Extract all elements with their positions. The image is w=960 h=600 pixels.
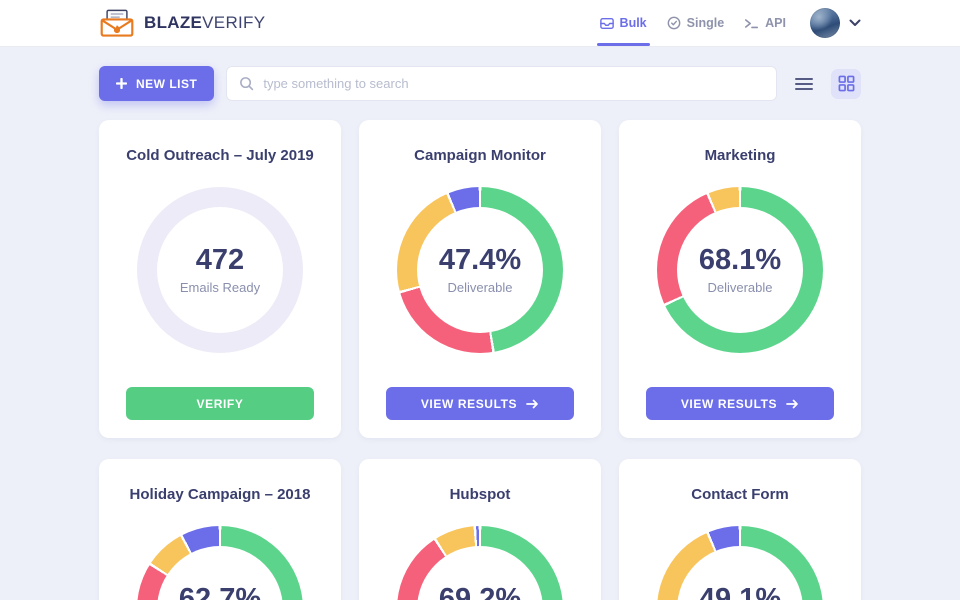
- donut-hole: [677, 207, 803, 333]
- app-header: BLAZEVERIFY Bulk Single API: [0, 0, 960, 47]
- nav-item-bulk[interactable]: Bulk: [596, 0, 650, 46]
- donut-chart: 47.4% Deliverable: [397, 187, 563, 353]
- card-title: Contact Form: [691, 486, 789, 503]
- arrow-right-icon: [786, 399, 799, 408]
- plus-icon: [116, 78, 127, 89]
- card-grid: Cold Outreach – July 2019 472 Emails Ready…: [99, 120, 861, 600]
- donut-center-value: 62.7%: [178, 582, 262, 600]
- blazeverify-logo-icon: [100, 9, 134, 37]
- donut-center-value: 47.4%: [438, 243, 522, 276]
- view-results-button[interactable]: VIEW RESULTS: [646, 387, 834, 420]
- card-button-label: VIEW RESULTS: [420, 396, 518, 411]
- donut-chart: 472 Emails Ready: [137, 187, 303, 353]
- list-card: Contact Form 49.1%Deliverable: [619, 459, 861, 600]
- user-avatar[interactable]: [810, 8, 840, 38]
- card-title: Hubspot: [449, 486, 511, 503]
- check-circle-icon: [667, 16, 681, 30]
- mail-icon: [599, 17, 614, 29]
- donut-center-value: 68.1%: [698, 243, 782, 276]
- primary-nav: Bulk Single API: [596, 0, 861, 46]
- chevron-down-icon[interactable]: [849, 19, 861, 27]
- card-button-label: VIEW RESULTS: [680, 396, 778, 411]
- main-content: NEW LIST Cold Outreach – July 2019 472 Ema…: [99, 66, 861, 600]
- donut-hole: [417, 207, 543, 333]
- donut-center-value: 49.1%: [698, 582, 782, 600]
- search-icon: [240, 77, 254, 91]
- nav-label: Single: [686, 16, 725, 30]
- list-view-icon: [795, 77, 813, 90]
- donut-center-label: Deliverable: [707, 280, 773, 296]
- donut-center: 47.4% Deliverable: [397, 187, 563, 353]
- list-card: Marketing 68.1% Deliverable VIEW RESULTS: [619, 120, 861, 438]
- new-list-button[interactable]: NEW LIST: [99, 66, 215, 101]
- card-title: Cold Outreach – July 2019: [126, 147, 314, 164]
- user-menu: [810, 8, 861, 38]
- donut-center: 62.7%Deliverable: [137, 526, 303, 600]
- nav-item-api[interactable]: API: [744, 0, 786, 46]
- list-view-button[interactable]: [789, 69, 819, 99]
- list-card: Hubspot 69.2%Deliverable: [359, 459, 601, 600]
- donut-center-label: Emails Ready: [179, 280, 261, 296]
- list-card: Holiday Campaign – 2018 62.7%Deliverable: [99, 459, 341, 600]
- list-card: Campaign Monitor 47.4% Deliverable VIEW RES…: [359, 120, 601, 438]
- card-title: Campaign Monitor: [414, 147, 546, 164]
- grid-view-button[interactable]: [831, 68, 861, 99]
- donut-chart: 49.1%Deliverable: [657, 526, 823, 600]
- brand-name: BLAZEVERIFY: [144, 13, 266, 32]
- toolbar: NEW LIST: [99, 66, 861, 101]
- donut-center-value: 472: [195, 243, 245, 276]
- donut-chart: 62.7%Deliverable: [137, 526, 303, 600]
- donut-hole: [157, 207, 283, 333]
- donut-center: 68.1% Deliverable: [657, 187, 823, 353]
- grid-view-icon: [838, 75, 854, 92]
- search-input[interactable]: [263, 76, 764, 91]
- donut-center-value: 69.2%: [438, 582, 522, 600]
- arrow-right-icon: [526, 399, 539, 408]
- card-title: Marketing: [704, 147, 776, 164]
- nav-item-single[interactable]: Single: [667, 0, 725, 46]
- view-results-button[interactable]: VIEW RESULTS: [386, 387, 574, 420]
- donut-chart: 68.1% Deliverable: [657, 187, 823, 353]
- nav-label: API: [765, 16, 786, 30]
- donut-center: 472 Emails Ready: [137, 187, 303, 353]
- verify-button[interactable]: VERIFY: [126, 387, 314, 420]
- card-title: Holiday Campaign – 2018: [129, 486, 311, 503]
- card-button-label: VERIFY: [196, 396, 244, 411]
- donut-center-label: Deliverable: [447, 280, 513, 296]
- nav-label: Bulk: [619, 16, 647, 30]
- donut-center: 69.2%Deliverable: [397, 526, 563, 600]
- list-card: Cold Outreach – July 2019 472 Emails Ready…: [99, 120, 341, 438]
- search-box: [226, 66, 777, 101]
- donut-center: 49.1%Deliverable: [657, 526, 823, 600]
- terminal-icon: [745, 18, 759, 28]
- new-list-label: NEW LIST: [136, 76, 198, 91]
- donut-chart: 69.2%Deliverable: [397, 526, 563, 600]
- brand-logo[interactable]: BLAZEVERIFY: [99, 8, 265, 38]
